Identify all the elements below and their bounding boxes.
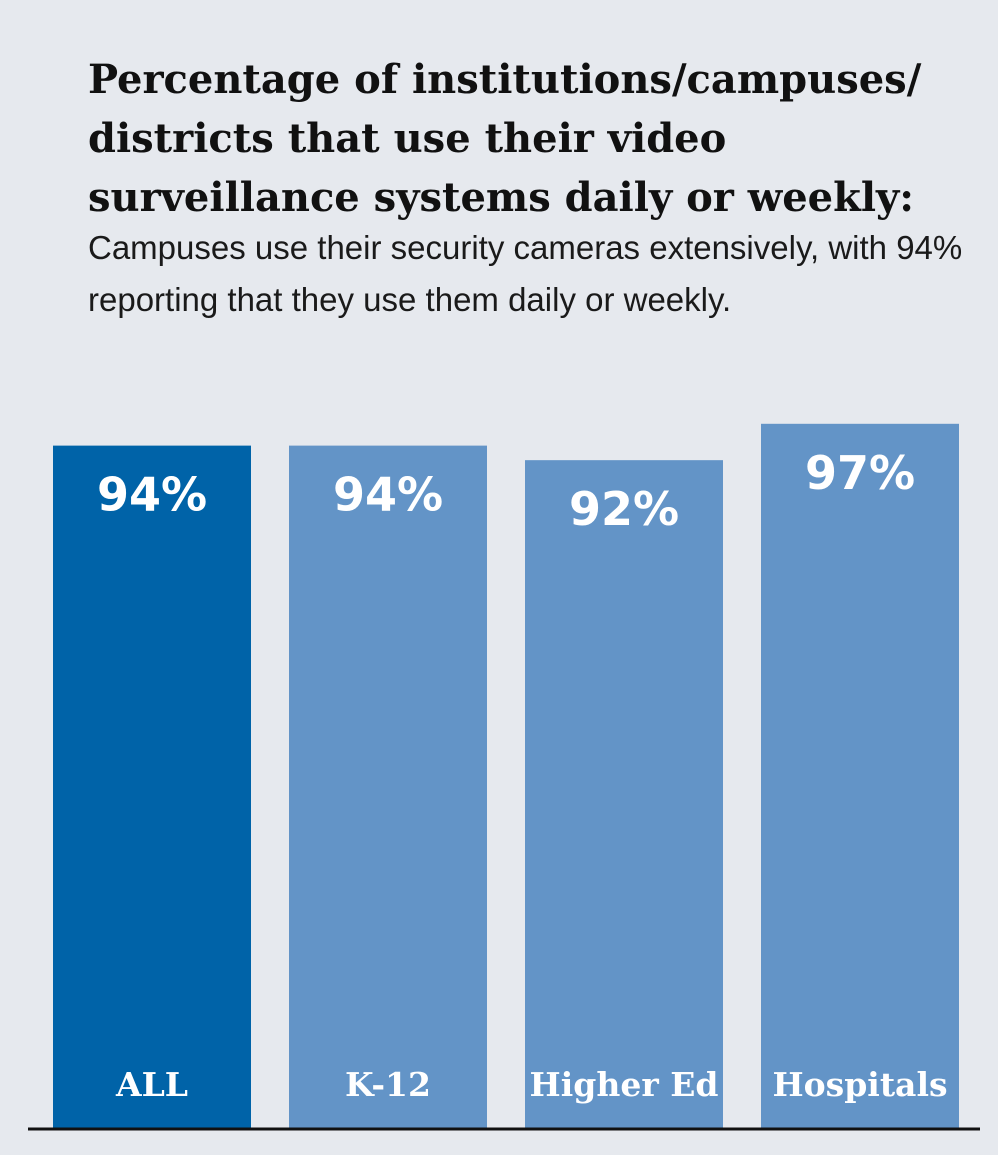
chart-title: Percentage of institutions/campuses/ dis…	[88, 56, 922, 221]
chart-subtitle: Campuses use their security cameras exte…	[88, 229, 963, 318]
category-label-higher-ed: Higher Ed	[530, 1065, 719, 1104]
bar-k-12	[289, 445, 487, 1129]
value-label-higher-ed: 92%	[569, 482, 679, 536]
category-label-k-12: K-12	[345, 1065, 431, 1104]
bar-all	[53, 445, 251, 1129]
bar-hospitals	[761, 423, 959, 1129]
category-label-all: ALL	[115, 1065, 188, 1104]
bar-higher-ed	[525, 460, 723, 1129]
value-label-k-12: 94%	[333, 468, 443, 522]
value-label-hospitals: 97%	[805, 446, 915, 500]
category-label-hospitals: Hospitals	[772, 1065, 947, 1104]
value-label-all: 94%	[97, 468, 207, 522]
